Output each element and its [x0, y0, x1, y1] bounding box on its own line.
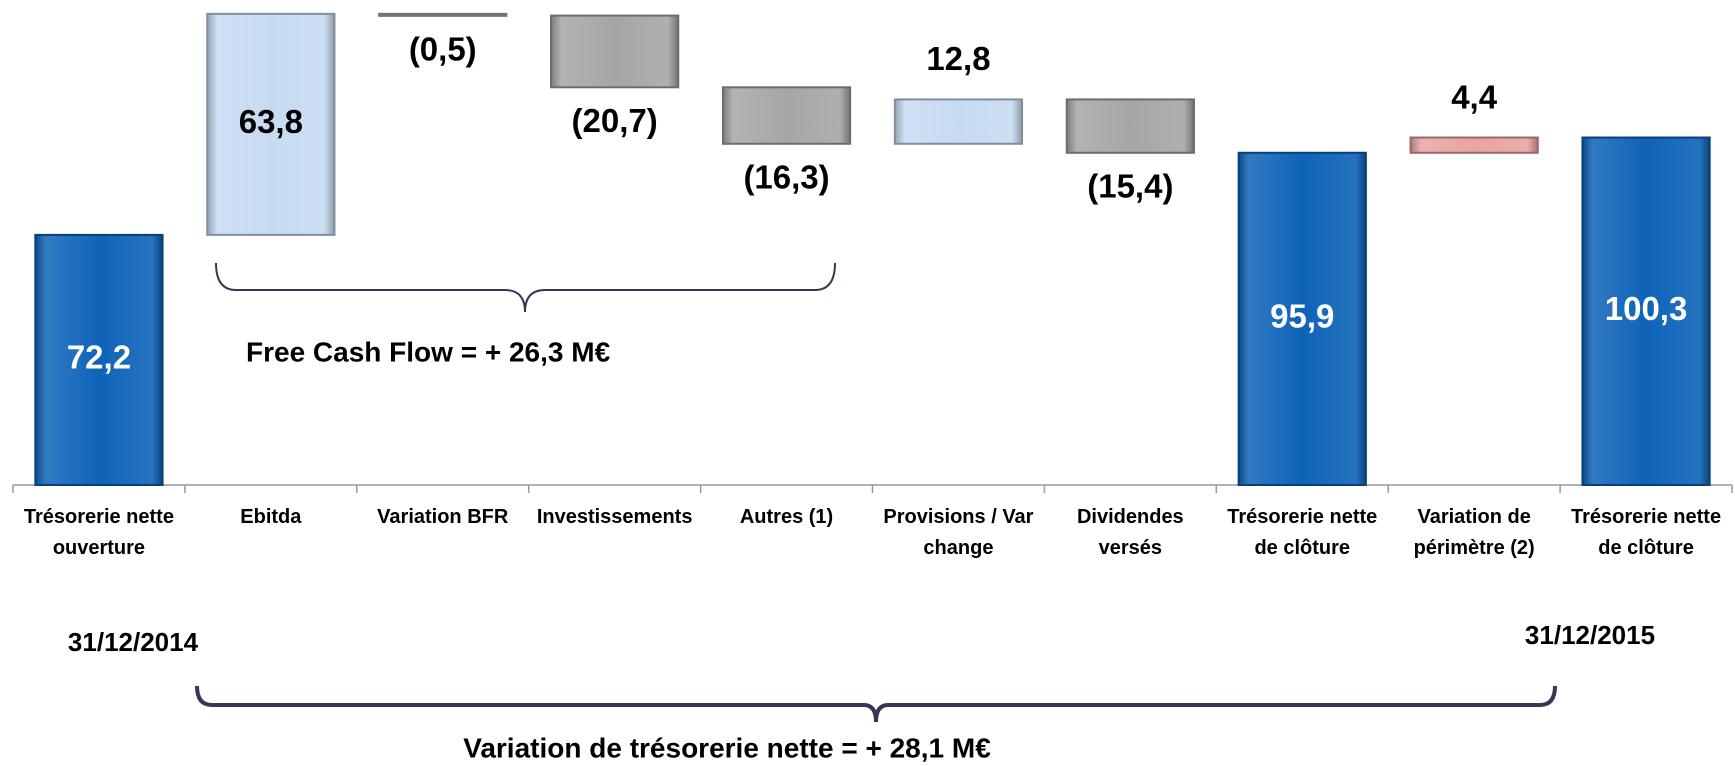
bar	[1237, 151, 1367, 486]
value-label: 95,9	[1270, 298, 1334, 335]
value-label: (20,7)	[572, 102, 658, 139]
bar	[378, 12, 508, 17]
variation-annotation: Variation de trésorerie nette = + 28,1 M…	[463, 732, 991, 763]
bar	[1581, 136, 1711, 487]
category-label: Variation de périmètre (2)	[1413, 506, 1535, 559]
category-label: Provisions / Var change	[883, 506, 1034, 559]
value-label: (15,4)	[1087, 167, 1173, 204]
value-label: 4,4	[1451, 78, 1498, 115]
bar	[34, 233, 164, 486]
end-date: 31/12/2015	[1525, 620, 1655, 650]
category-label: Investissements	[536, 506, 693, 528]
value-label: 12,8	[926, 40, 990, 77]
fcf-annotation: Free Cash Flow = + 26,3 M€	[246, 336, 611, 367]
category-label: Autres (1)	[739, 506, 834, 528]
fcf-bracket	[215, 262, 836, 313]
category-label: Trésorerie nette de clôture	[1227, 506, 1378, 559]
bar	[206, 12, 336, 236]
category-label: Ebitda	[240, 506, 302, 528]
bar	[1409, 136, 1539, 154]
start-date: 31/12/2014	[68, 627, 199, 657]
category-label: Variation BFR	[377, 506, 509, 528]
bar	[893, 98, 1024, 145]
value-label: 72,2	[67, 339, 131, 376]
category-label: Dividendes versés	[1076, 506, 1184, 559]
value-label: 63,8	[239, 103, 303, 140]
category-label: Trésorerie nette ouverture	[23, 506, 174, 559]
category-label: Trésorerie nette de clôture	[1571, 506, 1722, 559]
bar	[1065, 98, 1195, 154]
bar	[550, 14, 680, 89]
value-label: (0,5)	[409, 30, 477, 67]
total-bracket	[195, 685, 1557, 723]
bar	[721, 86, 852, 145]
value-label: 100,3	[1605, 290, 1688, 327]
value-label: (16,3)	[743, 158, 829, 195]
